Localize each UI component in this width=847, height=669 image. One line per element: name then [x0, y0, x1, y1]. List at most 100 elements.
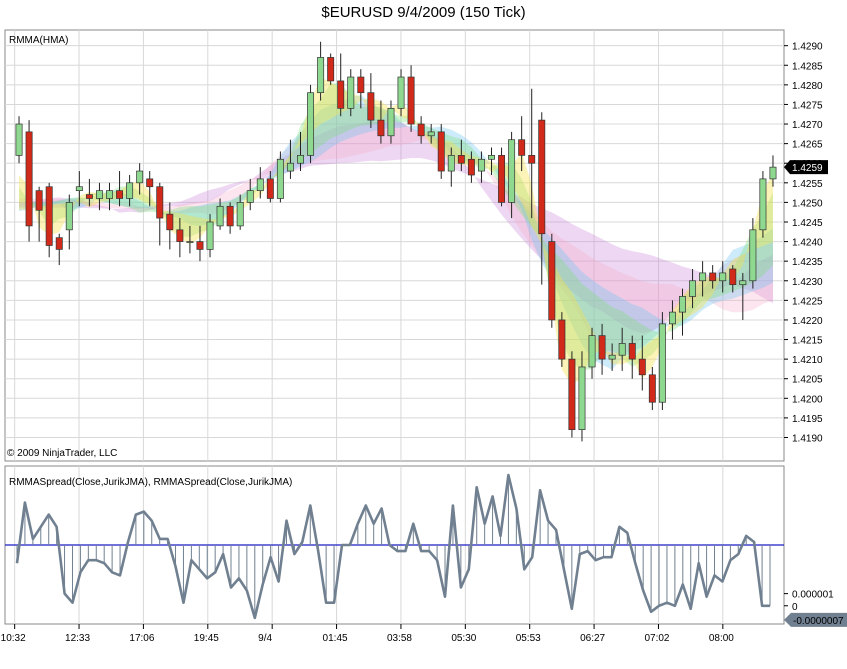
candle [206, 214, 214, 258]
candle [176, 218, 184, 258]
candle [648, 366, 656, 411]
candle [618, 327, 626, 371]
candle [709, 265, 717, 289]
candle-body-down [518, 139, 526, 156]
candle [447, 147, 455, 187]
x-tick-label: 01:45 [323, 633, 348, 644]
candle [488, 147, 495, 175]
candle-body-down [266, 178, 274, 199]
candle [578, 351, 586, 442]
price-tick-label: 1.4250 [792, 198, 823, 209]
candle [548, 233, 556, 328]
candle [407, 65, 415, 132]
candle [25, 120, 33, 242]
candle [658, 312, 666, 411]
price-indicator-label: RMMA(HMA) [9, 35, 68, 46]
candle [106, 182, 113, 211]
rmma-ribbons [19, 77, 773, 386]
candle [679, 288, 686, 336]
candle [668, 300, 676, 340]
candle [337, 53, 345, 117]
candle [568, 351, 576, 438]
candle-body-up [699, 272, 707, 282]
candle [427, 124, 435, 144]
candles [15, 41, 777, 442]
candle-body-up [297, 155, 304, 164]
candle [608, 343, 616, 371]
candle [628, 335, 636, 379]
x-tick-label: 06:27 [580, 633, 605, 644]
price-tick-label: 1.4195 [792, 414, 823, 425]
candle [719, 261, 727, 293]
axes: 1.4290 1.4285 1.4280 1.4275 1.4270 1.4265 1.42… [1, 42, 847, 644]
candle-body-up [126, 182, 134, 199]
candle-body-down [85, 194, 93, 199]
candle [508, 131, 516, 219]
candle-body-down [709, 272, 717, 282]
spread-indicator-label: RMMASpread(Close,JurikJMA), RMMASpread(C… [9, 477, 292, 488]
candle [689, 269, 697, 309]
spread-series [5, 473, 784, 620]
candle-body-up [749, 229, 757, 282]
candle-body-up [689, 280, 697, 297]
candle [166, 202, 174, 250]
candle-body-up [508, 139, 516, 203]
candle-body-up [719, 272, 727, 282]
candle [367, 73, 375, 128]
candle-body-down [367, 92, 375, 121]
candle [276, 151, 284, 203]
last-price-label: 1.4259 [792, 163, 823, 174]
candle-body-up [186, 241, 194, 243]
candle [699, 261, 707, 297]
price-tick-label: 1.4220 [792, 316, 823, 327]
candle-body-down [548, 241, 556, 321]
candle-body-down [377, 119, 385, 137]
candle [387, 100, 395, 144]
candle [558, 312, 566, 367]
candle-body-up [769, 166, 777, 180]
candle-body-up [307, 92, 315, 156]
price-tick-label: 1.4230 [792, 277, 823, 288]
candle [226, 202, 234, 234]
candle-body-up [246, 190, 254, 203]
candle [327, 53, 335, 85]
candle [317, 41, 325, 101]
grid-lines [5, 30, 784, 624]
candle-body-down [327, 57, 335, 82]
candle [266, 171, 274, 203]
price-tick-label: 1.4210 [792, 355, 823, 366]
candle [307, 84, 315, 164]
candle-body-up [618, 343, 626, 356]
candle [397, 69, 405, 117]
x-tick-label: 10:32 [1, 633, 26, 644]
price-tick-label: 1.4215 [792, 336, 823, 347]
candle [297, 131, 304, 172]
spread-tick-label: 0 [792, 602, 798, 613]
candle [85, 178, 93, 207]
candle-body-down [558, 319, 566, 360]
candle [538, 112, 546, 285]
candle [638, 335, 646, 391]
candle-body-down [528, 155, 536, 164]
candle [236, 194, 244, 230]
candle [286, 139, 294, 179]
candle-body-up [488, 155, 495, 160]
candle-body-down [166, 213, 174, 231]
candle [739, 272, 747, 320]
candle-body-up [447, 155, 455, 172]
spread-line [15, 473, 770, 620]
candle-body-up [15, 123, 23, 156]
candle [55, 233, 63, 266]
x-tick-label: 19:45 [194, 633, 219, 644]
candle-body-down [467, 158, 475, 176]
candle-body-down [407, 76, 415, 125]
candle [417, 116, 425, 144]
x-tick-label: 05:53 [516, 633, 541, 644]
candle-body-down [417, 123, 425, 137]
candle [598, 323, 606, 375]
price-tick-label: 1.4240 [792, 238, 823, 249]
price-tick-label: 1.4235 [792, 257, 823, 268]
candle-body-down [457, 155, 465, 164]
candle-body-up [317, 57, 325, 94]
